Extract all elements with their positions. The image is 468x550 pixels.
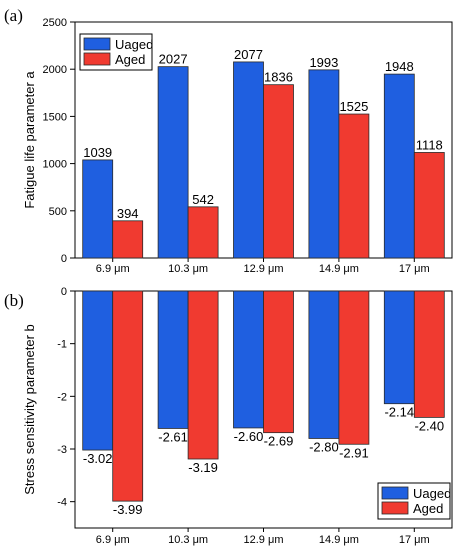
y-tick-label: -2 — [57, 391, 67, 403]
bar-uaged — [233, 290, 264, 429]
data-label: 1039 — [83, 145, 112, 160]
data-label: 2027 — [159, 52, 188, 67]
y-tick-label: 0 — [61, 286, 67, 298]
data-label: 394 — [117, 206, 139, 221]
y-axis-label: Stress sensitivity parameter b — [22, 324, 37, 495]
y-tick-label: 2500 — [43, 17, 67, 29]
bar-aged — [112, 290, 144, 502]
legend-swatch-aged — [83, 52, 111, 66]
y-tick-label: 2000 — [43, 64, 67, 76]
data-label: 542 — [192, 192, 214, 207]
data-label: -2.61 — [158, 429, 188, 444]
bar-aged — [338, 113, 370, 259]
data-label: -3.02 — [83, 451, 113, 466]
bar-uaged — [308, 69, 340, 259]
data-label: -2.60 — [234, 429, 264, 444]
bar-uaged — [308, 290, 340, 439]
bar-aged — [413, 290, 445, 418]
y-tick-label: -1 — [57, 339, 67, 351]
bar-aged — [263, 84, 294, 259]
legend-label: Aged — [413, 501, 443, 516]
data-label: -3.99 — [113, 502, 143, 517]
bar-aged — [413, 152, 445, 259]
legend-swatch-uaged — [381, 486, 409, 500]
y-tick-label: 1000 — [43, 159, 67, 171]
x-tick-label: 10.3 μm — [168, 263, 208, 275]
data-label: 1836 — [264, 70, 293, 85]
data-label: -2.69 — [264, 434, 294, 449]
bar-uaged — [383, 290, 415, 405]
data-label: 1948 — [385, 59, 414, 74]
x-tick-label: 12.9 μm — [244, 534, 284, 546]
bar-aged — [338, 290, 370, 445]
data-label: 1118 — [416, 137, 443, 152]
data-label: 2077 — [234, 47, 263, 62]
bar-aged — [112, 220, 144, 259]
data-label: -2.14 — [384, 405, 414, 420]
legend-swatch-uaged — [83, 37, 111, 51]
x-tick-label: 14.9 μm — [319, 534, 359, 546]
panel-b-stress-sensitivity: 0 -1 -2 -3 -4 Stress sensitivity parameter b (… — [4, 286, 453, 546]
x-tick-label: 10.3 μm — [168, 534, 208, 546]
bar-uaged — [157, 66, 189, 259]
data-label: -2.80 — [309, 439, 339, 454]
bar-uaged — [82, 159, 114, 259]
panel-label: (b) — [4, 291, 24, 310]
x-tick-label: 14.9 μm — [319, 263, 359, 275]
data-label: 1525 — [339, 99, 368, 114]
data-label: 1993 — [309, 55, 338, 70]
y-tick-label: 0 — [61, 253, 67, 265]
y-axis-label: Fatigue life parameter a — [22, 71, 37, 209]
panel-a-fatigue-life: 0 500 1000 1500 2000 2500 Fatigue life paramet… — [4, 6, 453, 275]
bar-aged — [187, 290, 219, 460]
x-tick-label: 6.9 μm — [96, 263, 130, 275]
x-tick-label: 17 μm — [399, 263, 430, 275]
bar-uaged — [157, 290, 189, 429]
data-label: -2.91 — [339, 445, 369, 460]
x-tick-label: 12.9 μm — [244, 263, 284, 275]
bar-aged — [187, 206, 219, 259]
bar-uaged — [233, 61, 264, 259]
panel-label: (a) — [4, 6, 23, 25]
legend-label: Aged — [115, 52, 145, 67]
y-tick-label: -3 — [57, 444, 67, 456]
bar-uaged — [82, 290, 114, 451]
y-tick-label: 1500 — [43, 111, 67, 123]
legend-label: Uaged — [413, 486, 451, 501]
y-tick-label: -4 — [57, 497, 67, 509]
legend-swatch-aged — [381, 501, 409, 515]
data-label: -2.40 — [414, 418, 444, 433]
bar-uaged — [383, 73, 415, 259]
x-tick-label: 6.9 μm — [96, 534, 130, 546]
legend-label: Uaged — [115, 37, 153, 52]
x-tick-label: 17 μm — [399, 534, 430, 546]
bar-aged — [263, 290, 294, 434]
data-label: -3.19 — [188, 460, 218, 475]
y-tick-label: 500 — [49, 206, 67, 218]
